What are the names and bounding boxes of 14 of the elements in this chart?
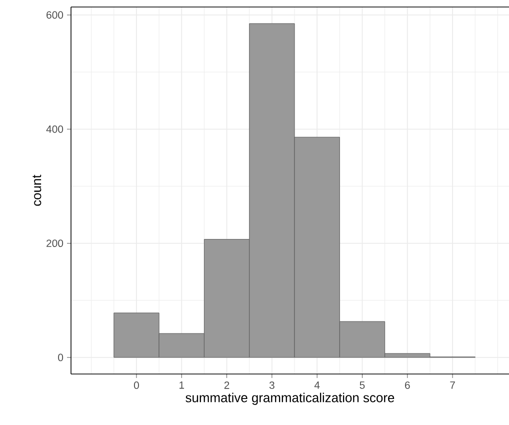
x-tick-label: 3 [269, 382, 274, 389]
x-tick-label: 5 [360, 382, 365, 389]
x-tick-label: 4 [314, 382, 320, 389]
x-tick-label: 1 [180, 382, 184, 389]
y-tick-label: 400 [46, 125, 64, 133]
y-tick-label: 200 [46, 240, 64, 248]
x-tick-label: 7 [450, 382, 455, 389]
y-axis-title: count [32, 174, 42, 206]
x-tick-label: 0 [134, 382, 139, 389]
y-tick-label: 0 [58, 354, 64, 362]
x-tick-label: 2 [224, 382, 230, 389]
y-tick-label: 600 [46, 11, 64, 19]
x-tick-label: 6 [405, 382, 410, 389]
x-axis-title: summative grammaticalization score [186, 392, 394, 405]
